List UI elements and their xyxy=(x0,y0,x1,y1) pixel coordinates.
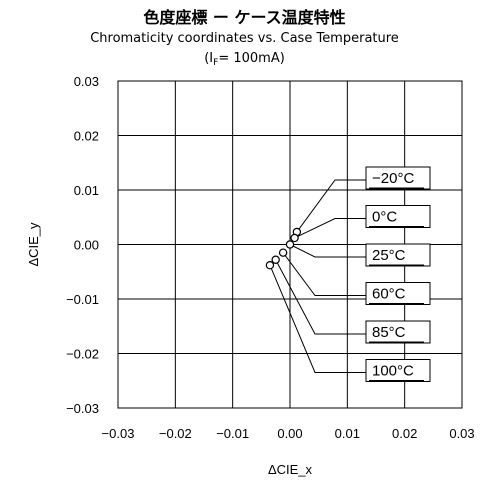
x-tick-label: −0.02 xyxy=(159,426,192,441)
data-points xyxy=(265,227,302,270)
temperature-label: 85°C xyxy=(372,324,406,341)
leader-line xyxy=(282,252,368,296)
data-point-marker xyxy=(278,248,288,257)
leader-line xyxy=(289,244,368,258)
y-tick-label: −0.02 xyxy=(66,347,99,362)
condition-prefix: (I xyxy=(204,51,214,66)
y-tick-label: 0.00 xyxy=(74,238,99,253)
condition-suffix: = 100mA) xyxy=(218,51,285,66)
label-box xyxy=(365,320,431,344)
data-point-marker xyxy=(265,261,275,270)
condition-subscript: F xyxy=(213,58,219,68)
leader-line xyxy=(269,265,368,373)
label-box xyxy=(365,166,431,190)
temperature-labels: −20°C 0°C 25°C 60°C 85°C 100°C xyxy=(365,166,431,382)
y-axis-ticks: 0.03 0.02 0.01 0.00 −0.01 −0.02 −0.03 xyxy=(66,74,99,416)
chart-title-japanese: 色度座標 ー ケース温度特性 xyxy=(143,8,346,27)
y-tick-label: −0.03 xyxy=(66,401,99,416)
y-axis-label: ΔCIE_y xyxy=(26,222,41,267)
temperature-label: 0°C xyxy=(372,209,397,226)
data-point-marker xyxy=(271,255,280,264)
y-tick-label: 0.01 xyxy=(74,183,99,198)
temperature-label: −20°C xyxy=(372,170,414,187)
y-tick-label: 0.03 xyxy=(74,74,99,89)
y-tick-label: 0.02 xyxy=(74,129,99,144)
plot-area xyxy=(117,80,463,409)
y-tick-label: −0.01 xyxy=(66,292,99,307)
x-tick-label: 0.02 xyxy=(392,426,417,441)
leader-line xyxy=(275,259,368,335)
chart-title-english: Chromaticity coordinates vs. Case Temper… xyxy=(90,31,399,46)
x-axis-label: ΔCIE_x xyxy=(268,462,313,477)
x-tick-label: −0.01 xyxy=(216,426,249,441)
label-box xyxy=(365,282,431,305)
x-tick-label: 0.00 xyxy=(277,426,302,441)
data-point-marker xyxy=(290,233,299,243)
x-axis-ticks: −0.03 −0.02 −0.01 0.00 0.01 0.02 0.03 xyxy=(102,426,475,441)
label-box xyxy=(365,205,431,228)
temperature-label: 60°C xyxy=(372,286,406,303)
label-box xyxy=(365,243,431,267)
leader-line xyxy=(296,179,368,233)
temperature-label: 100°C xyxy=(372,363,414,380)
x-tick-label: −0.03 xyxy=(102,426,135,441)
x-tick-label: 0.03 xyxy=(449,426,474,441)
leader-line xyxy=(294,218,368,239)
leader-lines xyxy=(269,179,368,373)
x-tick-label: 0.01 xyxy=(335,426,360,441)
chart-condition: (IF= 100mA) xyxy=(0,51,489,68)
temperature-label: 25°C xyxy=(372,247,406,264)
label-box xyxy=(365,359,431,382)
data-point-marker xyxy=(285,240,295,249)
